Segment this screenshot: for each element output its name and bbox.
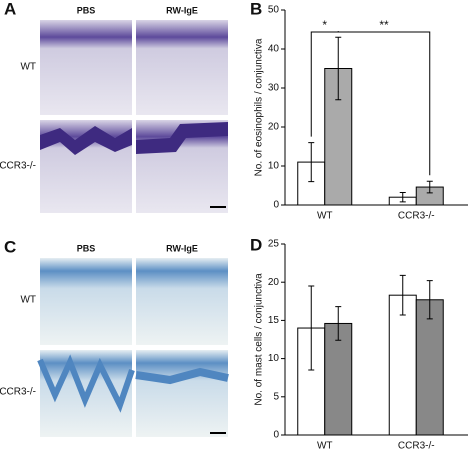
y-tick-label: 20: [268, 277, 280, 288]
row-label: CCR3-/-: [0, 387, 36, 398]
error-bar: [426, 280, 433, 320]
y-tick-label: 10: [268, 353, 280, 364]
y-axis-label: No. of eosinophils / conjunctiva: [254, 38, 265, 176]
bar: [324, 322, 353, 436]
bar: [415, 299, 444, 436]
error-bar: [426, 180, 433, 194]
y-tick-label: 30: [268, 83, 280, 94]
panel-label: D: [250, 235, 262, 254]
bar: [388, 294, 417, 436]
error-bar: [308, 142, 315, 183]
y-tick-label: 10: [268, 161, 280, 172]
y-axis-label: No. of mast cells / conjunctiva: [254, 273, 265, 406]
column-label: PBS: [77, 5, 96, 15]
error-bar: [335, 306, 342, 341]
y-tick-label: 5: [273, 391, 279, 402]
histology-a: [40, 20, 228, 213]
y-tick-label: 0: [273, 430, 279, 441]
significance-bracket: [337, 31, 431, 176]
row-label: WT: [20, 295, 36, 306]
error-bar: [335, 36, 342, 101]
y-tick-label: 50: [268, 5, 280, 16]
significance-label: **: [379, 18, 389, 32]
y-tick-label: 15: [268, 315, 280, 326]
y-tick-label: 40: [268, 44, 280, 55]
error-bar: [399, 274, 406, 316]
column-label: RW-IgE: [166, 5, 198, 15]
y-tick-label: 25: [268, 239, 280, 250]
histology-c: [37, 258, 229, 437]
x-tick-label: WT: [317, 441, 333, 449]
row-label: WT: [20, 62, 36, 73]
row-label: CCR3-/-: [0, 161, 36, 172]
y-tick-label: 0: [273, 200, 279, 211]
panel-label: A: [4, 0, 16, 18]
y-tick-label: 20: [268, 122, 280, 133]
x-tick-label: WT: [317, 211, 333, 222]
panel-label: B: [250, 0, 262, 18]
panel-label: C: [4, 237, 16, 256]
x-tick-label: CCR3-/-: [398, 211, 435, 222]
column-label: PBS: [77, 243, 96, 253]
x-tick-label: CCR3-/-: [398, 441, 435, 449]
column-label: RW-IgE: [166, 243, 198, 253]
error-bar: [308, 285, 315, 371]
significance-label: *: [322, 18, 327, 32]
error-bar: [399, 192, 406, 203]
